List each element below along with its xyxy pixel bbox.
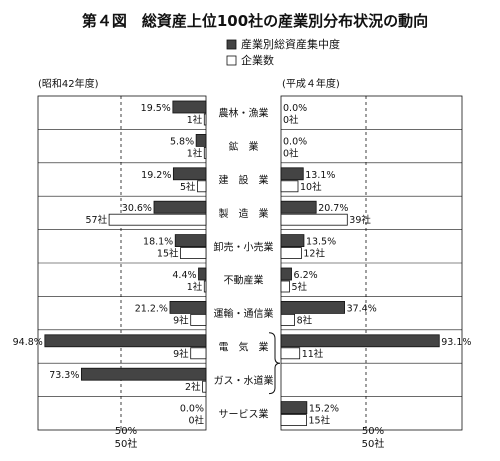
bar-count-right — [280, 347, 301, 360]
legend: 産業別総資産集中度 企業数 — [226, 37, 340, 67]
label-count-left: 0社 — [188, 415, 204, 427]
category-label: 製 造 業 — [219, 207, 269, 220]
bar-count-right — [280, 180, 299, 193]
label-share-right: 93.1% — [441, 337, 471, 348]
label-share-left: 94.8% — [13, 337, 43, 348]
bar-count-left — [190, 313, 207, 326]
label-count-left: 57社 — [86, 214, 108, 226]
label-count-left: 5社 — [180, 181, 196, 193]
right-axis-tick-pct: 50% — [362, 426, 384, 437]
bar-count-right — [280, 213, 348, 226]
bar-share-right — [280, 401, 308, 415]
bar-count-right — [280, 414, 307, 427]
bar-count-left — [203, 146, 207, 159]
bar-share-left — [172, 100, 207, 114]
label-count-right: 0社 — [283, 114, 299, 126]
bar-count-left — [180, 247, 207, 260]
label-share-right: 20.7% — [318, 203, 348, 214]
category-label: 電 気 業 — [219, 341, 269, 354]
bar-marks: 19.5%1社0.0%0社5.8%1社0.0%0社19.2%5社13.1%10社… — [13, 100, 471, 427]
label-share-right: 0.0% — [283, 103, 307, 114]
left-axis-tick-count: 50社 — [115, 437, 138, 450]
right-axis-tick-count: 50社 — [362, 437, 385, 450]
label-share-right: 13.1% — [305, 170, 335, 181]
bar-count-left — [203, 113, 207, 126]
bar-share-left — [153, 200, 207, 214]
label-count-right: 12社 — [303, 248, 325, 260]
label-count-left: 1社 — [187, 114, 203, 126]
label-count-right: 10社 — [300, 181, 322, 193]
bar-share-right — [280, 234, 305, 248]
bar-share-right — [280, 167, 304, 181]
category-label: 卸売・小売業 — [214, 240, 274, 253]
label-share-left: 18.1% — [143, 237, 173, 248]
label-share-right: 13.5% — [306, 237, 336, 248]
bar-count-right — [280, 313, 296, 326]
legend-count-swatch — [226, 55, 237, 66]
label-count-left: 1社 — [187, 281, 203, 293]
label-share-left: 19.2% — [141, 170, 171, 181]
right-panel-label: (平成４年度) — [282, 77, 340, 90]
bar-count-left — [190, 347, 207, 360]
label-share-right: 6.2% — [294, 270, 318, 281]
legend-share-swatch — [226, 39, 237, 50]
label-count-right: 15社 — [309, 415, 331, 427]
label-count-right: 8社 — [297, 314, 313, 326]
bar-count-left — [197, 180, 207, 193]
chart-title: 第４図 総資産上位100社の産業別分布状況の動向 — [82, 12, 428, 30]
bar-count-right — [280, 247, 302, 260]
category-label: 鉱 業 — [229, 140, 259, 153]
label-share-left: 19.5% — [141, 103, 171, 114]
grouping-brace-path — [268, 332, 281, 395]
bar-share-left — [44, 334, 207, 348]
bar-count-left — [202, 380, 207, 393]
category-label: 農林・漁業 — [219, 107, 269, 120]
label-share-left: 73.3% — [49, 370, 79, 381]
label-share-left: 4.4% — [172, 270, 196, 281]
category-label: 建 設 業 — [219, 174, 269, 187]
bar-share-left — [172, 167, 207, 181]
bar-share-left — [80, 367, 207, 381]
bar-share-right — [280, 200, 317, 214]
bar-share-right — [280, 267, 292, 281]
label-share-left: 30.6% — [122, 203, 152, 214]
left-axis-tick-pct: 50% — [115, 426, 137, 437]
bar-share-left — [174, 234, 207, 248]
bar-share-left — [195, 133, 207, 147]
category-label: ガス・水道業 — [214, 374, 274, 387]
label-share-left: 21.2.% — [135, 303, 168, 314]
label-count-right: 11社 — [302, 348, 324, 360]
label-count-left: 9社 — [173, 348, 189, 360]
label-count-right: 0社 — [283, 147, 299, 159]
label-count-right: 5社 — [292, 281, 308, 293]
label-share-right: 0.0% — [283, 136, 307, 147]
label-count-left: 1社 — [187, 147, 203, 159]
label-share-right: 37.4% — [347, 303, 377, 314]
bar-share-left — [169, 300, 207, 314]
bar-share-right — [280, 334, 440, 348]
category-label: 運輸・通信業 — [214, 307, 274, 320]
grouping-brace — [268, 332, 281, 395]
label-count-left: 15社 — [157, 248, 179, 260]
panel-frames — [37, 95, 463, 431]
bar-share-left — [198, 267, 207, 281]
legend-share-label: 産業別総資産集中度 — [241, 37, 340, 51]
label-count-left: 2社 — [185, 381, 201, 393]
label-count-left: 9社 — [173, 314, 189, 326]
category-label: 不動産業 — [224, 274, 264, 287]
label-share-right: 15.2% — [309, 404, 339, 415]
label-share-left: 5.8% — [170, 136, 194, 147]
legend-count-label: 企業数 — [241, 53, 274, 67]
bar-count-left — [108, 213, 207, 226]
bar-share-right — [280, 300, 345, 314]
label-share-left: 0.0% — [180, 404, 204, 415]
left-panel-label: (昭和42年度) — [38, 77, 99, 90]
category-label: サービス業 — [219, 407, 269, 420]
bar-count-right — [280, 280, 290, 293]
bar-count-left — [203, 280, 207, 293]
label-count-right: 39社 — [349, 214, 371, 226]
